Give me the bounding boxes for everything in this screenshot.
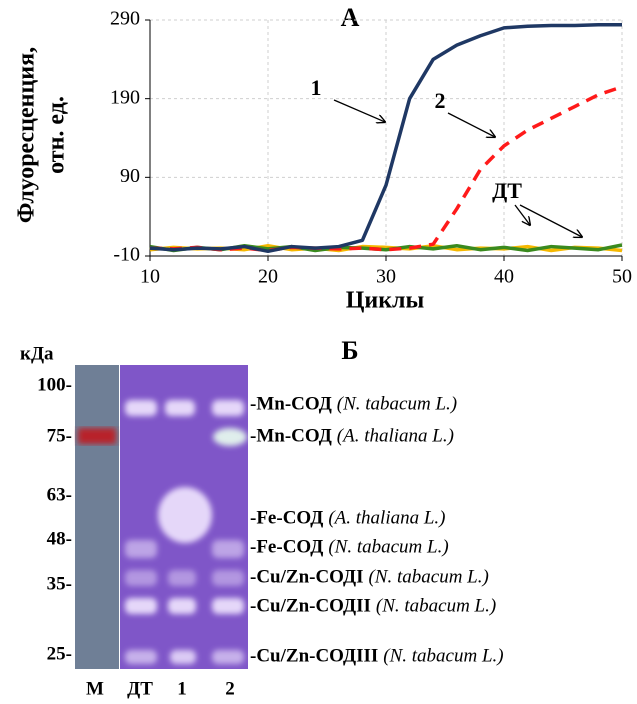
band-species: (N. tabacum L.) [337, 393, 457, 414]
band-species: (N. tabacum L.) [328, 536, 448, 557]
band-species: (A. thaliana L.) [328, 507, 445, 528]
band-label: -Cu/Zn-СОДII [250, 595, 371, 616]
y-tick-label: 290 [110, 8, 140, 30]
series-label: 1 [311, 75, 322, 100]
series-label: ДТ [492, 178, 522, 203]
lane-label: 2 [225, 678, 235, 699]
arrow [520, 205, 582, 237]
x-tick-label: 30 [376, 266, 396, 288]
band-label: -Cu/Zn-СОДIII [250, 645, 378, 666]
arrow [334, 100, 385, 122]
y-tick-label: -10 [113, 244, 140, 266]
band-species: (N. tabacum L.) [383, 645, 503, 666]
band-species: (N. tabacum L.) [368, 566, 488, 587]
gel-image [75, 365, 248, 669]
chart-title: А [341, 3, 360, 32]
marker-label: 63- [47, 484, 72, 505]
band-species: (A. thaliana L.) [337, 425, 454, 446]
lane-label: М [86, 678, 104, 699]
band-label: -Mn-СОД [250, 425, 332, 446]
band-label: -Mn-СОД [250, 393, 332, 414]
gel-title: Б [341, 336, 358, 365]
x-axis-label: Циклы [346, 288, 425, 314]
band-species: (N. tabacum L.) [376, 595, 496, 616]
y-axis-label: отн. ед. [44, 96, 70, 174]
band-label: -Fe-СОД [250, 507, 323, 528]
y-tick-label: 90 [120, 165, 140, 187]
band-label: -Cu/Zn-СОДI [250, 566, 363, 587]
lane-label: 1 [177, 678, 187, 699]
band-label: -Fe-СОД [250, 536, 323, 557]
x-tick-label: 10 [140, 266, 160, 288]
lane-label: ДТ [127, 678, 153, 699]
y-tick-label: 190 [110, 86, 140, 108]
marker-label: 100- [37, 374, 72, 395]
x-tick-label: 40 [494, 266, 514, 288]
marker-label: 35- [47, 573, 72, 594]
plot-area: 10 20 30 40 50 -10 90 190 290 [110, 8, 632, 288]
marker-label: 75- [47, 425, 72, 446]
unit-label: кДа [20, 343, 54, 364]
x-tick-label: 50 [612, 266, 632, 288]
series-label: 2 [435, 88, 446, 113]
arrow [448, 113, 495, 137]
figure: А Циклы Флуоресценция, отн. ед. 10 20 30 40… [0, 0, 637, 704]
y-axis-label: Флуоресценция, [14, 47, 40, 223]
marker-label: 25- [47, 643, 72, 664]
marker-label: 48- [47, 528, 72, 549]
x-tick-label: 20 [258, 266, 278, 288]
arrow [515, 205, 530, 225]
